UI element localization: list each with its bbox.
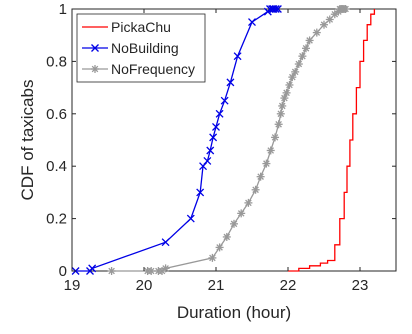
x-tick-label: 20 bbox=[136, 277, 153, 294]
data-point bbox=[282, 88, 291, 97]
data-point bbox=[186, 214, 195, 223]
series-line bbox=[288, 9, 376, 272]
series-nofrequency bbox=[107, 5, 350, 275]
data-point bbox=[161, 238, 170, 247]
data-point bbox=[266, 5, 274, 13]
legend-label: NoBuilding bbox=[111, 40, 179, 56]
data-point bbox=[268, 5, 277, 13]
data-point bbox=[305, 36, 314, 45]
data-point bbox=[294, 60, 303, 69]
x-axis-label: Duration (hour) bbox=[177, 303, 291, 322]
data-point bbox=[209, 133, 218, 142]
data-point bbox=[199, 162, 207, 171]
data-point bbox=[298, 52, 307, 61]
legend-entry: PickaChu bbox=[82, 19, 171, 35]
data-point bbox=[161, 264, 170, 273]
legend-label: NoFrequency bbox=[111, 61, 195, 77]
x-tick-label: 22 bbox=[280, 277, 297, 294]
legend: PickaChu NoBuilding NoFrequency bbox=[76, 13, 206, 83]
data-point bbox=[271, 133, 280, 142]
data-point bbox=[291, 67, 300, 76]
data-point bbox=[107, 267, 116, 275]
data-point bbox=[208, 253, 217, 262]
legend-label: PickaChu bbox=[111, 19, 171, 35]
data-point bbox=[220, 96, 229, 105]
data-point bbox=[251, 185, 260, 194]
data-point bbox=[244, 198, 253, 207]
y-tick-label: 0.4 bbox=[46, 158, 67, 175]
data-point bbox=[147, 267, 156, 275]
series-nobuilding bbox=[71, 5, 282, 275]
data-point bbox=[325, 15, 334, 24]
series-pickachu bbox=[288, 9, 376, 272]
data-point bbox=[341, 5, 350, 13]
data-point bbox=[237, 209, 246, 218]
data-point bbox=[248, 18, 256, 27]
data-point bbox=[266, 146, 275, 155]
legend-entry: NoBuilding bbox=[82, 40, 179, 56]
data-point bbox=[312, 28, 321, 37]
data-point bbox=[256, 172, 265, 181]
data-point bbox=[222, 232, 231, 241]
data-point bbox=[285, 80, 294, 89]
x-tick-label: 21 bbox=[208, 277, 225, 294]
y-tick-label: 0.2 bbox=[46, 211, 67, 228]
data-point bbox=[196, 188, 205, 197]
data-point bbox=[276, 109, 285, 118]
legend-entry: NoFrequency bbox=[82, 61, 195, 77]
y-tick-label: 0.6 bbox=[46, 106, 67, 123]
ticks-layer: 19 20 21 22 23 0 0.2 0.4 0.6 0.8 1 bbox=[46, 1, 396, 294]
data-point bbox=[302, 44, 310, 53]
x-tick-label: 19 bbox=[64, 277, 81, 294]
data-point bbox=[215, 243, 224, 252]
data-point bbox=[203, 157, 212, 165]
data-point bbox=[88, 264, 97, 273]
data-point bbox=[271, 5, 280, 13]
data-point bbox=[274, 120, 283, 129]
data-point bbox=[206, 146, 215, 155]
data-point bbox=[320, 20, 328, 29]
data-point bbox=[91, 44, 99, 52]
data-point bbox=[215, 109, 224, 118]
data-point bbox=[233, 52, 242, 61]
y-tick-label: 0.8 bbox=[46, 53, 67, 70]
legend-entries: PickaChu NoBuilding NoFrequency bbox=[82, 19, 195, 77]
data-point bbox=[262, 159, 271, 168]
data-point bbox=[273, 5, 282, 13]
data-point bbox=[330, 10, 339, 19]
data-point bbox=[91, 65, 99, 73]
series-layer bbox=[71, 5, 376, 275]
data-point bbox=[278, 101, 287, 110]
data-point bbox=[288, 73, 297, 82]
data-point bbox=[212, 122, 220, 131]
y-tick-label: 1 bbox=[59, 1, 67, 18]
x-tick-label: 23 bbox=[352, 277, 369, 294]
y-tick-label: 0 bbox=[59, 263, 67, 280]
data-point bbox=[230, 219, 238, 228]
data-point bbox=[226, 78, 235, 87]
y-axis-label: CDF of taxicabs bbox=[18, 80, 37, 201]
